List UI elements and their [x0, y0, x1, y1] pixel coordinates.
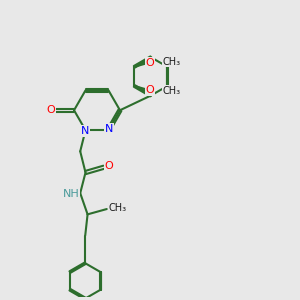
Text: N: N	[81, 126, 89, 136]
Text: N: N	[105, 124, 113, 134]
Text: O: O	[146, 85, 154, 95]
Text: O: O	[46, 105, 55, 115]
Text: O: O	[146, 58, 154, 68]
Text: CH₃: CH₃	[108, 202, 126, 213]
Text: CH₃: CH₃	[163, 86, 181, 96]
Text: O: O	[105, 161, 113, 171]
Text: CH₃: CH₃	[163, 57, 181, 67]
Text: NH: NH	[62, 189, 79, 199]
